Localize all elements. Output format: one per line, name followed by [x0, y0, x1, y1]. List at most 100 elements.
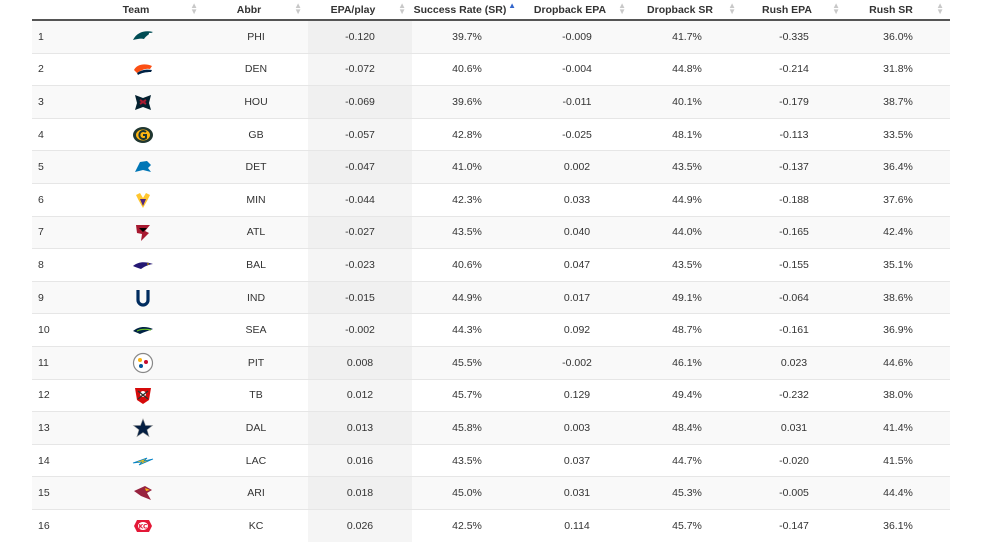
cell-rank: 7	[32, 215, 82, 249]
packers-logo-icon	[131, 124, 155, 146]
cell-sr: 44.3%	[412, 313, 522, 347]
cell-rank: 1	[32, 19, 82, 54]
table-row: 10 SEA -0.002 44.3% 0.092 48.7% -0.161 36.9%	[32, 313, 950, 347]
cell-rank: 3	[32, 85, 82, 119]
cardinals-logo-icon	[131, 482, 155, 504]
cell-db-sr: 49.1%	[632, 280, 742, 314]
cell-sr: 42.8%	[412, 117, 522, 151]
cell-rush-sr: 31.8%	[846, 52, 950, 86]
cell-rank: 11	[32, 345, 82, 380]
sort-arrows-icon[interactable]: ▲▼	[728, 1, 736, 16]
cell-rush-epa: -0.005	[742, 476, 846, 510]
cell-epa: -0.047	[308, 150, 412, 184]
cell-sr: 43.5%	[412, 443, 522, 477]
svg-text:KC: KC	[139, 523, 148, 530]
buccaneers-logo-icon	[131, 384, 155, 406]
cell-rank: 4	[32, 117, 82, 151]
steelers-logo-icon	[131, 352, 155, 374]
cell-rush-epa: 0.023	[742, 345, 846, 380]
cell-sr: 41.0%	[412, 150, 522, 184]
table-row: 14 LAC 0.016 43.5% 0.037 44.7% -0.020 41.5%	[32, 443, 950, 477]
sort-arrows-icon[interactable]: ▲▼	[294, 1, 302, 16]
cell-rush-sr: 42.4%	[846, 215, 950, 249]
cell-epa: 0.012	[308, 378, 412, 412]
cell-rank: 16	[32, 508, 82, 542]
cell-db-sr: 43.5%	[632, 150, 742, 184]
sort-arrows-icon[interactable]: ▲▼	[618, 1, 626, 16]
cell-rush-sr: 33.5%	[846, 117, 950, 151]
table-row: 16 KC KC 0.026 42.5% 0.114 45.7% -0.147 36.1%	[32, 508, 950, 542]
sort-arrows-icon[interactable]: ▲▼	[190, 1, 198, 16]
sort-arrows-icon[interactable]: ▲▼	[508, 1, 516, 10]
sort-arrows-icon[interactable]: ▲▼	[936, 1, 944, 16]
cell-db-epa: 0.114	[522, 508, 632, 542]
column-header-epa[interactable]: EPA/play ▲ ▼	[308, 0, 412, 21]
team-logo-cell	[82, 378, 204, 412]
cell-abbr: HOU	[204, 85, 308, 119]
cell-db-epa: 0.017	[522, 280, 632, 314]
cell-sr: 40.6%	[412, 248, 522, 282]
cell-abbr: PIT	[204, 345, 308, 380]
table-row: 2 DEN -0.072 40.6% -0.004 44.8% -0.214 31.8%	[32, 52, 950, 86]
column-header-rush-sr[interactable]: Rush SR ▲ ▼	[846, 0, 950, 21]
cell-sr: 42.5%	[412, 508, 522, 542]
team-logo-cell	[82, 443, 204, 477]
table-row: 5 DET -0.047 41.0% 0.002 43.5% -0.137 36.4%	[32, 150, 950, 184]
cell-abbr: SEA	[204, 313, 308, 347]
cell-rush-epa: -0.113	[742, 117, 846, 151]
cell-db-epa: 0.047	[522, 248, 632, 282]
team-logo-cell	[82, 215, 204, 249]
cell-rush-sr: 36.9%	[846, 313, 950, 347]
column-header-rush-epa[interactable]: Rush EPA ▲ ▼	[742, 0, 846, 21]
cell-abbr: KC	[204, 508, 308, 542]
cell-epa: 0.013	[308, 411, 412, 445]
team-logo-cell	[82, 411, 204, 445]
cell-rush-sr: 37.6%	[846, 182, 950, 217]
cell-rush-sr: 44.4%	[846, 476, 950, 510]
cell-rush-epa: -0.137	[742, 150, 846, 184]
column-header-success-rate[interactable]: Success Rate (SR)▲▼	[412, 0, 522, 21]
column-header-rank[interactable]	[32, 0, 82, 21]
cell-rush-sr: 38.0%	[846, 378, 950, 412]
column-header-team[interactable]: Team ▲ ▼	[82, 0, 204, 21]
cell-db-sr: 48.7%	[632, 313, 742, 347]
cell-db-sr: 44.0%	[632, 215, 742, 249]
team-logo-cell	[82, 476, 204, 510]
column-header-abbr[interactable]: Abbr ▲ ▼	[204, 0, 308, 21]
cell-db-epa: 0.002	[522, 150, 632, 184]
cell-rush-sr: 36.1%	[846, 508, 950, 542]
cell-rush-epa: -0.188	[742, 182, 846, 217]
cell-rank: 14	[32, 443, 82, 477]
vikings-logo-icon	[131, 189, 155, 211]
cell-epa: -0.027	[308, 215, 412, 249]
cell-epa: 0.018	[308, 476, 412, 510]
table-row: 11 PIT 0.008 45.5% -0.002 46.1% 0.023 44.6%	[32, 345, 950, 380]
cell-db-epa: -0.011	[522, 85, 632, 119]
cell-rank: 5	[32, 150, 82, 184]
cell-sr: 45.5%	[412, 345, 522, 380]
column-header-dropback-epa[interactable]: Dropback EPA ▲ ▼	[522, 0, 632, 21]
cell-db-sr: 44.7%	[632, 443, 742, 477]
cell-db-epa: 0.033	[522, 182, 632, 217]
cell-db-sr: 45.7%	[632, 508, 742, 542]
sort-arrows-icon[interactable]: ▲▼	[398, 1, 406, 16]
cell-db-sr: 44.8%	[632, 52, 742, 86]
cell-rush-epa: -0.232	[742, 378, 846, 412]
column-header-dropback-sr[interactable]: Dropback SR ▲ ▼	[632, 0, 742, 21]
cell-rank: 13	[32, 411, 82, 445]
cell-db-epa: 0.031	[522, 476, 632, 510]
cell-db-sr: 40.1%	[632, 85, 742, 119]
cowboys-logo-icon	[131, 417, 155, 439]
table-row: 3 HOU -0.069 39.6% -0.011 40.1% -0.179 38.7%	[32, 85, 950, 119]
sort-arrows-icon[interactable]: ▲▼	[832, 1, 840, 16]
team-logo-cell	[82, 52, 204, 86]
cell-abbr: TB	[204, 378, 308, 412]
cell-rush-sr: 35.1%	[846, 248, 950, 282]
cell-abbr: PHI	[204, 19, 308, 54]
ravens-logo-icon	[131, 254, 155, 276]
cell-epa: -0.044	[308, 182, 412, 217]
cell-sr: 39.6%	[412, 85, 522, 119]
cell-rank: 8	[32, 248, 82, 282]
cell-rush-epa: 0.031	[742, 411, 846, 445]
cell-rush-sr: 36.4%	[846, 150, 950, 184]
